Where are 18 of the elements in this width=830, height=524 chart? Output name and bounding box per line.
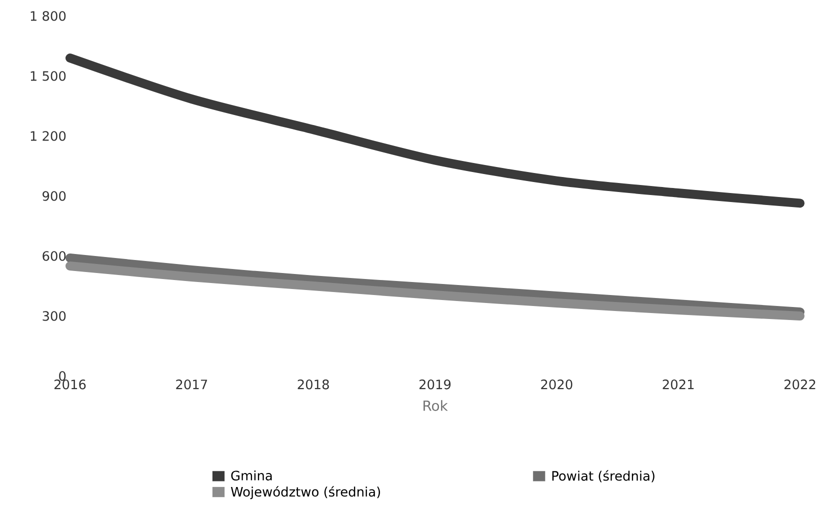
x-tick-label: 2020 — [541, 380, 572, 390]
legend-label: Województwo (średnia) — [230, 486, 380, 500]
legend-label: Gmina — [231, 470, 272, 480]
x-tick-label: 2018 — [298, 380, 329, 390]
y-tick-label: 1 800 — [30, 11, 66, 21]
x-tick-label: 2021 — [662, 380, 694, 390]
x-tick-label: 2017 — [176, 380, 208, 390]
x-tick-label: 2022 — [784, 380, 816, 390]
legend-label: Powiat (średnia) — [552, 470, 654, 482]
y-tick-label: 0 — [59, 371, 66, 381]
x-tick-label: 2019 — [419, 380, 451, 390]
y-tick-label: 1 500 — [30, 71, 66, 81]
y-tick-label: 600 — [42, 251, 66, 261]
x-axis-title: Rok — [424, 400, 448, 411]
x-tick-label: 2016 — [54, 380, 86, 390]
y-tick-label: 300 — [42, 311, 66, 321]
y-tick-label: 1 200 — [30, 131, 66, 141]
y-tick-label: 900 — [42, 191, 66, 201]
